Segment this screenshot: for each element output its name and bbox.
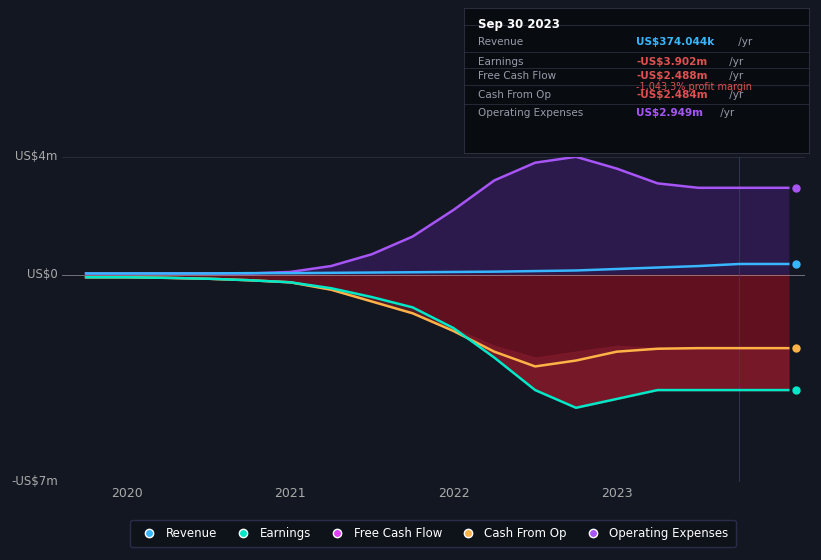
Text: /yr: /yr [717, 109, 734, 118]
Text: -US$2.484m: -US$2.484m [636, 90, 708, 100]
Text: -US$3.902m: -US$3.902m [636, 57, 708, 67]
Text: /yr: /yr [726, 57, 743, 67]
Text: Free Cash Flow: Free Cash Flow [478, 71, 556, 81]
Text: -1,043.3% profit margin: -1,043.3% profit margin [636, 82, 752, 92]
Text: Sep 30 2023: Sep 30 2023 [478, 18, 560, 31]
Text: /yr: /yr [735, 37, 752, 47]
Text: -US$2.488m: -US$2.488m [636, 71, 708, 81]
Text: /yr: /yr [726, 71, 743, 81]
Text: /yr: /yr [726, 90, 743, 100]
Text: Revenue: Revenue [478, 37, 523, 47]
Legend: Revenue, Earnings, Free Cash Flow, Cash From Op, Operating Expenses: Revenue, Earnings, Free Cash Flow, Cash … [131, 520, 736, 547]
Text: -US$7m: -US$7m [11, 475, 57, 488]
Text: US$4m: US$4m [16, 150, 57, 164]
Text: Earnings: Earnings [478, 57, 523, 67]
Text: Cash From Op: Cash From Op [478, 90, 551, 100]
Text: Operating Expenses: Operating Expenses [478, 109, 583, 118]
Text: US$374.044k: US$374.044k [636, 37, 714, 47]
Text: US$2.949m: US$2.949m [636, 109, 704, 118]
Text: US$0: US$0 [27, 268, 57, 282]
